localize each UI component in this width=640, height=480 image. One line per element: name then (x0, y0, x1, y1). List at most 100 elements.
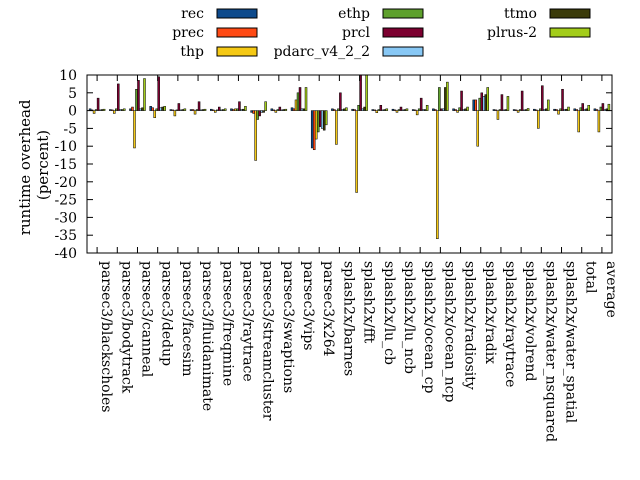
bar-ttmo-parsec3-canneal (141, 107, 144, 111)
bar-plrus-2-splash2x-lu-cb (385, 108, 389, 111)
bar-prcl-splash2x-radiosity (460, 90, 463, 111)
bar-thp-parsec3-freqmine (214, 110, 217, 113)
bar-thp-splash2x-volrend (516, 110, 520, 113)
bar-prec-splash2x-volrend (514, 109, 518, 111)
bar-prec-parsec3-facesim (171, 109, 175, 111)
bar-thp-splash2x-lu-cb (375, 110, 379, 113)
x-tick-label: splash2x/lu_cb (381, 261, 397, 365)
bar-ttmo-parsec3-streamcluster (262, 110, 265, 113)
y-tick-label: -35 (54, 228, 77, 244)
bar-thp-parsec3-bodytrack (113, 110, 116, 114)
bar-rec-average (593, 108, 597, 111)
x-tick-label: parsec3/raytrace (239, 261, 255, 382)
bar-pdarc_v4_2_2-splash2x-radiosity (462, 109, 465, 111)
bar-rec-total (573, 108, 576, 111)
bar-pdarc_v4_2_2-splash2x-raytrace (502, 109, 506, 111)
bar-prcl-splash2x-water-nsquared (541, 85, 544, 111)
bar-prec-parsec3-x264 (312, 110, 316, 151)
bar-ethp-total (579, 107, 582, 111)
legend-label: thp (180, 44, 204, 60)
bar-ethp-splash2x-volrend (518, 109, 522, 111)
bar-ttmo-splash2x-ocean-cp (423, 109, 427, 111)
bar-thp-splash2x-radiosity (456, 110, 459, 113)
bar-ethp-splash2x-water-spatial (559, 108, 562, 111)
y-axis: 10 5 0-5 -10 -15 -20 -25-30 -35 -40 (54, 68, 612, 262)
legend-swatch-thp (216, 46, 258, 57)
bar-plrus-2-parsec3-bodytrack (123, 108, 126, 111)
bar-plrus-2-parsec3-swaptions (284, 108, 288, 111)
legend-label: plrus-2 (487, 25, 537, 41)
bar-plrus-2-splash2x-water-spatial (567, 106, 570, 111)
bar-prec-splash2x-ocean-cp (413, 109, 417, 111)
bar-ethp-parsec3-swaptions (276, 109, 280, 111)
y-tick-label: -20 (54, 175, 77, 191)
y-axis-title-line-1: runtime overhead (16, 99, 34, 235)
bar-ethp-parsec3-vips (296, 92, 300, 111)
bar-rec-parsec3-dedup (149, 106, 152, 111)
bar-prcl-parsec3-dedup (157, 76, 160, 111)
bar-pdarc_v4_2_2-parsec3-blackscholes (98, 109, 102, 111)
bar-thp-parsec3-swaptions (274, 110, 278, 113)
bar-pdarc_v4_2_2-parsec3-vips (300, 108, 304, 111)
bar-pdarc_v4_2_2-splash2x-lu-ncb (401, 109, 405, 111)
bar-ttmo-splash2x-fft (363, 106, 366, 111)
bar-plrus-2-parsec3-blackscholes (102, 108, 106, 111)
bar-ethp-splash2x-lu-cb (377, 109, 381, 111)
bar-rec-parsec3-raytrace (230, 108, 233, 111)
bar-prcl-total (581, 103, 584, 111)
bar-prcl-parsec3-raytrace (238, 101, 241, 111)
bar-thp-splash2x-water-spatial (557, 110, 560, 115)
bar-plrus-2-parsec3-vips (304, 87, 308, 111)
bar-pdarc_v4_2_2-splash2x-barnes (341, 109, 344, 111)
x-tick-label: splash2x/water_spatial (563, 261, 579, 424)
bar-prcl-splash2x-water-spatial (561, 88, 564, 111)
bar-prcl-parsec3-fluidanimate (197, 101, 201, 111)
legend: rec prec thp ethp prcl pdarc_v4_2_2 ttmo plrus-… (172, 6, 591, 60)
bar-prcl-splash2x-raytrace (500, 94, 504, 111)
bar-pdarc_v4_2_2-parsec3-dedup (159, 107, 162, 111)
bar-pdarc_v4_2_2-splash2x-fft (361, 108, 364, 111)
bar-pdarc_v4_2_2-splash2x-ocean-cp (421, 109, 425, 111)
bar-ttmo-splash2x-lu-ncb (403, 109, 407, 111)
legend-swatch-ethp (382, 8, 424, 19)
bar-plrus-2-splash2x-radix (486, 87, 489, 111)
bar-plrus-2-parsec3-streamcluster (264, 101, 267, 111)
bar-prcl-parsec3-facesim (177, 103, 181, 111)
bar-prec-splash2x-radiosity (454, 109, 457, 111)
bar-plrus-2-parsec3-fluidanimate (203, 108, 207, 111)
bar-rec-parsec3-fluidanimate (189, 109, 193, 111)
bar-plrus-2-splash2x-raytrace (506, 96, 510, 111)
bar-prcl-parsec3-swaptions (278, 106, 282, 111)
bar-plrus-2-splash2x-water-nsquared (547, 99, 550, 111)
bar-plrus-2-splash2x-ocean-ncp (446, 81, 449, 111)
bar-ttmo-parsec3-dedup (161, 106, 164, 111)
legend-label: pdarc_v4_2_2 (274, 44, 370, 60)
legend-swatch-ttmo (549, 8, 591, 19)
bar-rec-splash2x-raytrace (492, 109, 496, 111)
bar-thp-parsec3-vips (294, 99, 298, 111)
bar-prcl-parsec3-bodytrack (117, 83, 120, 111)
x-tick-label: splash2x/ocean_ncp (441, 261, 457, 402)
x-tick-label: splash2x/water_nsquared (542, 261, 558, 442)
y-axis-title-line-2: (percent) (34, 130, 52, 200)
bar-pdarc_v4_2_2-splash2x-ocean-ncp (442, 108, 445, 111)
x-tick-label: parsec3/facesim (179, 261, 195, 377)
bar-prec-splash2x-radix (474, 99, 477, 111)
bar-prcl-splash2x-barnes (339, 92, 342, 111)
x-tick-label: splash2x/radix (482, 261, 498, 364)
bar-thp-splash2x-ocean-ncp (436, 110, 439, 240)
bar-prcl-splash2x-lu-cb (379, 105, 383, 111)
bar-thp-splash2x-raytrace (496, 110, 500, 120)
bar-rec-splash2x-radiosity (452, 108, 455, 111)
bar-thp-total (577, 110, 580, 133)
bar-prec-splash2x-water-nsquared (535, 109, 538, 111)
bar-ethp-splash2x-barnes (337, 108, 340, 111)
bar-rec-parsec3-canneal (129, 108, 132, 111)
bar-thp-splash2x-water-nsquared (537, 110, 540, 129)
bar-plrus-2-splash2x-radiosity (466, 106, 469, 111)
bar-ttmo-splash2x-raytrace (504, 109, 508, 111)
bar-ttmo-parsec3-blackscholes (100, 109, 104, 111)
bar-pdarc_v4_2_2-splash2x-volrend (522, 109, 526, 111)
x-tick-label: splash2x/raytrace (502, 261, 518, 387)
bar-thp-parsec3-blackscholes (92, 110, 96, 114)
